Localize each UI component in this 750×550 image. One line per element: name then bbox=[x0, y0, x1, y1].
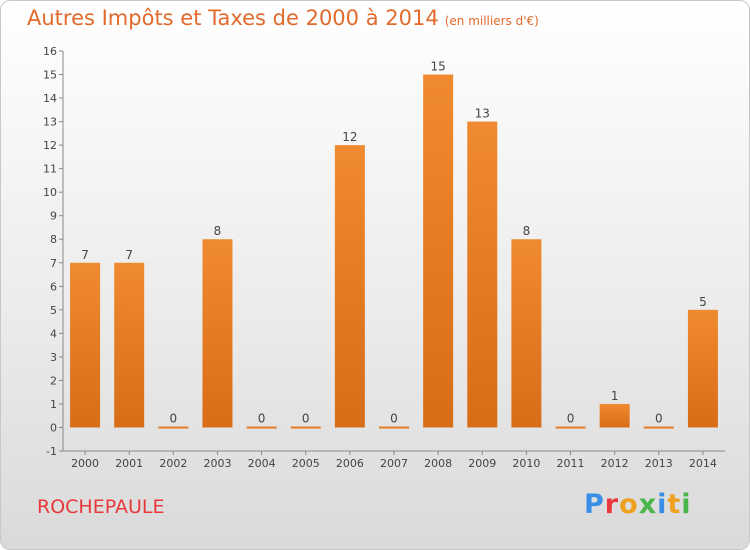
bar-2009 bbox=[467, 121, 498, 428]
data-label-2011: 0 bbox=[567, 411, 575, 425]
data-label-2007: 0 bbox=[390, 411, 398, 425]
proxiti-logo[interactable]: Proxiti bbox=[584, 489, 692, 520]
y-tick-label: 11 bbox=[43, 163, 57, 176]
x-tick-label-2007: 2007 bbox=[380, 457, 408, 470]
bar-2012 bbox=[599, 403, 630, 428]
data-label-2014: 5 bbox=[699, 295, 707, 309]
logo-letter: x bbox=[638, 489, 658, 520]
bar-2000 bbox=[70, 262, 101, 428]
bar-2014 bbox=[687, 309, 718, 428]
x-tick-label-2001: 2001 bbox=[115, 457, 143, 470]
chart-subtitle: (en milliers d'€) bbox=[444, 14, 539, 28]
logo-letter: i bbox=[657, 489, 668, 520]
y-tick-label: 2 bbox=[50, 374, 57, 387]
y-tick-label: 15 bbox=[43, 69, 57, 82]
y-tick-label: 1 bbox=[50, 398, 57, 411]
y-tick-label: 9 bbox=[50, 210, 57, 223]
x-tick-label-2008: 2008 bbox=[424, 457, 452, 470]
bar-2005 bbox=[290, 426, 321, 429]
x-tick-label-2006: 2006 bbox=[336, 457, 364, 470]
bar-2011 bbox=[555, 426, 586, 429]
y-tick-label: 10 bbox=[43, 186, 57, 199]
x-tick-label-2012: 2012 bbox=[601, 457, 629, 470]
logo-letter: r bbox=[604, 489, 620, 520]
y-tick-label: 4 bbox=[50, 327, 57, 340]
bar-2006 bbox=[334, 145, 365, 428]
bar-2002 bbox=[158, 426, 189, 429]
x-tick-label-2004: 2004 bbox=[248, 457, 276, 470]
logo-letter: P bbox=[584, 489, 605, 520]
data-label-2009: 13 bbox=[475, 107, 490, 121]
y-tick-label: 6 bbox=[50, 280, 57, 293]
y-tick-label: 12 bbox=[43, 139, 57, 152]
x-tick-label-2013: 2013 bbox=[645, 457, 673, 470]
x-tick-label-2003: 2003 bbox=[203, 457, 231, 470]
data-label-2002: 0 bbox=[170, 411, 178, 425]
data-label-2010: 8 bbox=[523, 224, 531, 238]
x-tick-label-2011: 2011 bbox=[557, 457, 585, 470]
x-tick-label-2002: 2002 bbox=[159, 457, 187, 470]
logo-letter: i bbox=[681, 489, 692, 520]
x-tick-label-2000: 2000 bbox=[71, 457, 99, 470]
data-label-2004: 0 bbox=[258, 411, 266, 425]
y-tick-label: 0 bbox=[50, 421, 57, 434]
logo-letter: o bbox=[619, 489, 639, 520]
y-tick-label: 7 bbox=[50, 257, 57, 270]
bar-2010 bbox=[511, 239, 542, 428]
y-tick-label: 8 bbox=[50, 233, 57, 246]
data-label-2001: 7 bbox=[125, 248, 133, 262]
bar-2007 bbox=[379, 426, 409, 429]
commune-name: ROCHEPAULE bbox=[37, 496, 165, 518]
bar-2008 bbox=[423, 74, 454, 428]
data-label-2006: 12 bbox=[342, 130, 357, 144]
data-label-2003: 8 bbox=[214, 224, 222, 238]
x-tick-label-2009: 2009 bbox=[468, 457, 496, 470]
data-label-2005: 0 bbox=[302, 411, 310, 425]
x-tick-label-2010: 2010 bbox=[512, 457, 540, 470]
bar-2003 bbox=[202, 239, 233, 428]
logo-letter: t bbox=[667, 489, 682, 520]
x-tick-label-2014: 2014 bbox=[689, 457, 717, 470]
data-label-2008: 15 bbox=[430, 60, 445, 74]
y-tick-label: -1 bbox=[46, 445, 57, 458]
y-tick-label: 5 bbox=[50, 304, 57, 317]
bar-2013 bbox=[643, 426, 674, 429]
bar-2004 bbox=[246, 426, 277, 429]
y-tick-label: 16 bbox=[43, 45, 57, 58]
data-label-2012: 1 bbox=[611, 389, 619, 403]
bar-2001 bbox=[114, 262, 145, 428]
data-label-2013: 0 bbox=[655, 411, 663, 425]
y-tick-label: 14 bbox=[43, 92, 57, 105]
y-tick-label: 13 bbox=[43, 116, 57, 129]
x-tick-label-2005: 2005 bbox=[292, 457, 320, 470]
data-label-2000: 7 bbox=[81, 248, 89, 262]
chart-title: Autres Impôts et Taxes de 2000 à 2014 (en… bbox=[27, 6, 539, 30]
y-tick-label: 3 bbox=[50, 351, 57, 364]
